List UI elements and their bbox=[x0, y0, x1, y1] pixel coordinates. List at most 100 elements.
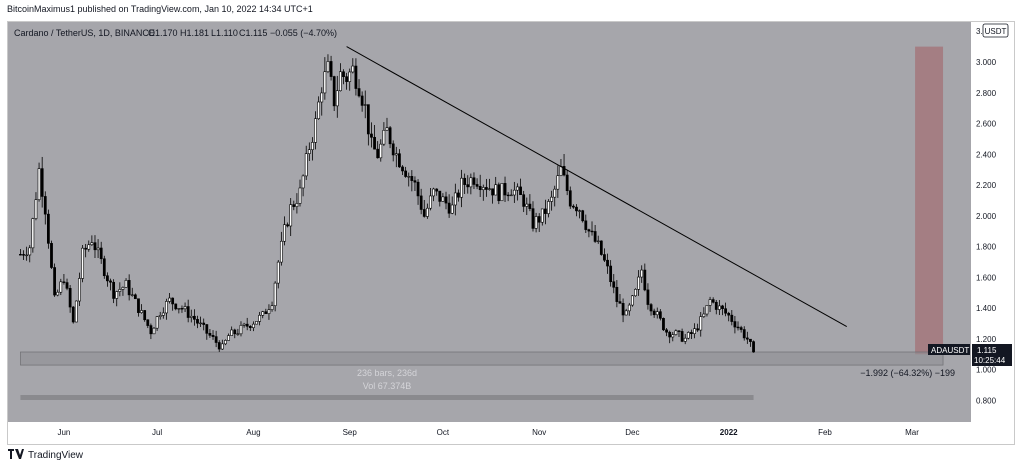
candle-body bbox=[475, 184, 479, 187]
candle-body bbox=[509, 194, 513, 197]
candle-body bbox=[354, 65, 358, 89]
candle-body bbox=[357, 88, 361, 97]
candle-body bbox=[342, 71, 345, 77]
y-tick-label: 2.800 bbox=[976, 89, 997, 98]
candle-body bbox=[273, 282, 277, 307]
candle-body bbox=[186, 306, 190, 318]
x-tick-label: Feb bbox=[818, 428, 832, 437]
x-tick-label: Oct bbox=[437, 428, 450, 437]
y-tick-label: 1.200 bbox=[976, 335, 997, 344]
candle-body bbox=[62, 281, 66, 283]
candle-body bbox=[410, 176, 414, 181]
candle-body bbox=[96, 247, 100, 251]
candle-body bbox=[686, 332, 690, 339]
candle-body bbox=[606, 259, 609, 267]
candle-body bbox=[320, 92, 324, 103]
target-zone-rect[interactable] bbox=[915, 46, 944, 355]
ohlc-change: −0.055 (−4.70%) bbox=[270, 28, 337, 38]
candle-body bbox=[398, 153, 401, 168]
ohlc-open: O1.170 bbox=[148, 28, 178, 38]
candle-body bbox=[640, 269, 644, 278]
candle-body bbox=[481, 187, 485, 191]
candle-body bbox=[304, 153, 308, 177]
ohlc-open-value: 1.170 bbox=[155, 28, 178, 38]
x-tick-label: Jun bbox=[57, 428, 70, 437]
candle-body bbox=[696, 328, 700, 331]
chart-title: Cardano / TetherUS, 1D, BINANCE bbox=[14, 28, 155, 38]
candle-body bbox=[749, 338, 752, 342]
candle-body bbox=[702, 313, 706, 317]
candle-body bbox=[491, 188, 494, 196]
candle-body bbox=[733, 321, 737, 328]
y-tick-label: 2.600 bbox=[976, 120, 997, 129]
footer-brand[interactable]: TradingView bbox=[28, 450, 84, 461]
y-tick-label: 1.600 bbox=[976, 273, 997, 282]
descending-trendline[interactable] bbox=[346, 46, 847, 328]
candle-body bbox=[22, 254, 25, 256]
price-chart[interactable]: 3.2003.0002.8002.6002.4002.2002.0001.800… bbox=[8, 22, 1014, 444]
candle-body bbox=[705, 305, 709, 315]
publisher-line: BitcoinMaximus1 published on TradingView… bbox=[7, 4, 313, 14]
candle-body bbox=[317, 101, 321, 119]
date-price-range-box[interactable] bbox=[20, 351, 944, 366]
candle-body bbox=[668, 331, 672, 338]
ohlc-high-value: 1.181 bbox=[187, 28, 210, 38]
candle-body bbox=[485, 187, 488, 190]
candle-body bbox=[422, 209, 426, 217]
tradingview-logo-icon[interactable] bbox=[8, 449, 24, 462]
candle-body bbox=[646, 289, 650, 305]
footer: TradingView bbox=[8, 449, 83, 462]
x-tick-label: Nov bbox=[532, 428, 546, 437]
candle-body bbox=[419, 195, 423, 210]
candle-body bbox=[596, 240, 600, 243]
candle-body bbox=[236, 333, 240, 335]
candle-body bbox=[553, 188, 557, 198]
candle-body bbox=[690, 332, 693, 335]
candle-body bbox=[724, 308, 727, 314]
y-tick-label: 1.400 bbox=[976, 304, 997, 313]
x-tick-label: Jul bbox=[152, 428, 162, 437]
candle-body bbox=[130, 294, 134, 296]
candle-body bbox=[152, 327, 156, 335]
candle-body bbox=[65, 282, 69, 289]
currency-badge[interactable]: USDT bbox=[982, 23, 1009, 38]
candle-body bbox=[93, 242, 97, 251]
candle-body bbox=[525, 203, 529, 207]
price-axis-background bbox=[971, 22, 1014, 444]
candle-body bbox=[109, 280, 112, 283]
currency-label: USDT bbox=[985, 27, 1007, 36]
candle-body bbox=[373, 136, 376, 150]
candle-body bbox=[366, 104, 370, 135]
candle-body bbox=[677, 330, 681, 332]
candle-body bbox=[599, 240, 603, 255]
candle-body bbox=[295, 203, 299, 207]
candle-body bbox=[547, 201, 550, 214]
candle-body bbox=[252, 323, 255, 328]
candle-body bbox=[571, 205, 575, 208]
candle-body bbox=[711, 299, 715, 303]
candle-body bbox=[394, 153, 398, 156]
candle-body bbox=[401, 166, 404, 172]
candle-body bbox=[469, 177, 473, 188]
candle-body bbox=[627, 304, 631, 312]
candle-body bbox=[227, 335, 230, 341]
x-tick-label: 2022 bbox=[720, 428, 738, 437]
candle-body bbox=[283, 224, 286, 242]
candle-body bbox=[158, 315, 162, 317]
candle-body bbox=[292, 204, 296, 207]
change-measure-label: −1.992 (−64.32%) −199 bbox=[860, 368, 955, 378]
candle-body bbox=[736, 326, 740, 329]
candle-body bbox=[137, 298, 140, 313]
candle-body bbox=[457, 192, 460, 198]
candle-body bbox=[435, 188, 439, 192]
chart-frame: 3.2003.0002.8002.6002.4002.2002.0001.800… bbox=[7, 21, 1015, 445]
candle-body bbox=[404, 170, 408, 177]
candle-body bbox=[56, 291, 60, 296]
candle-body bbox=[643, 269, 647, 291]
candle-body bbox=[578, 210, 581, 212]
candle-body bbox=[425, 207, 429, 217]
candle-body bbox=[562, 166, 566, 176]
candle-body bbox=[118, 289, 122, 292]
candle-body bbox=[298, 187, 302, 204]
candle-body bbox=[34, 199, 38, 219]
